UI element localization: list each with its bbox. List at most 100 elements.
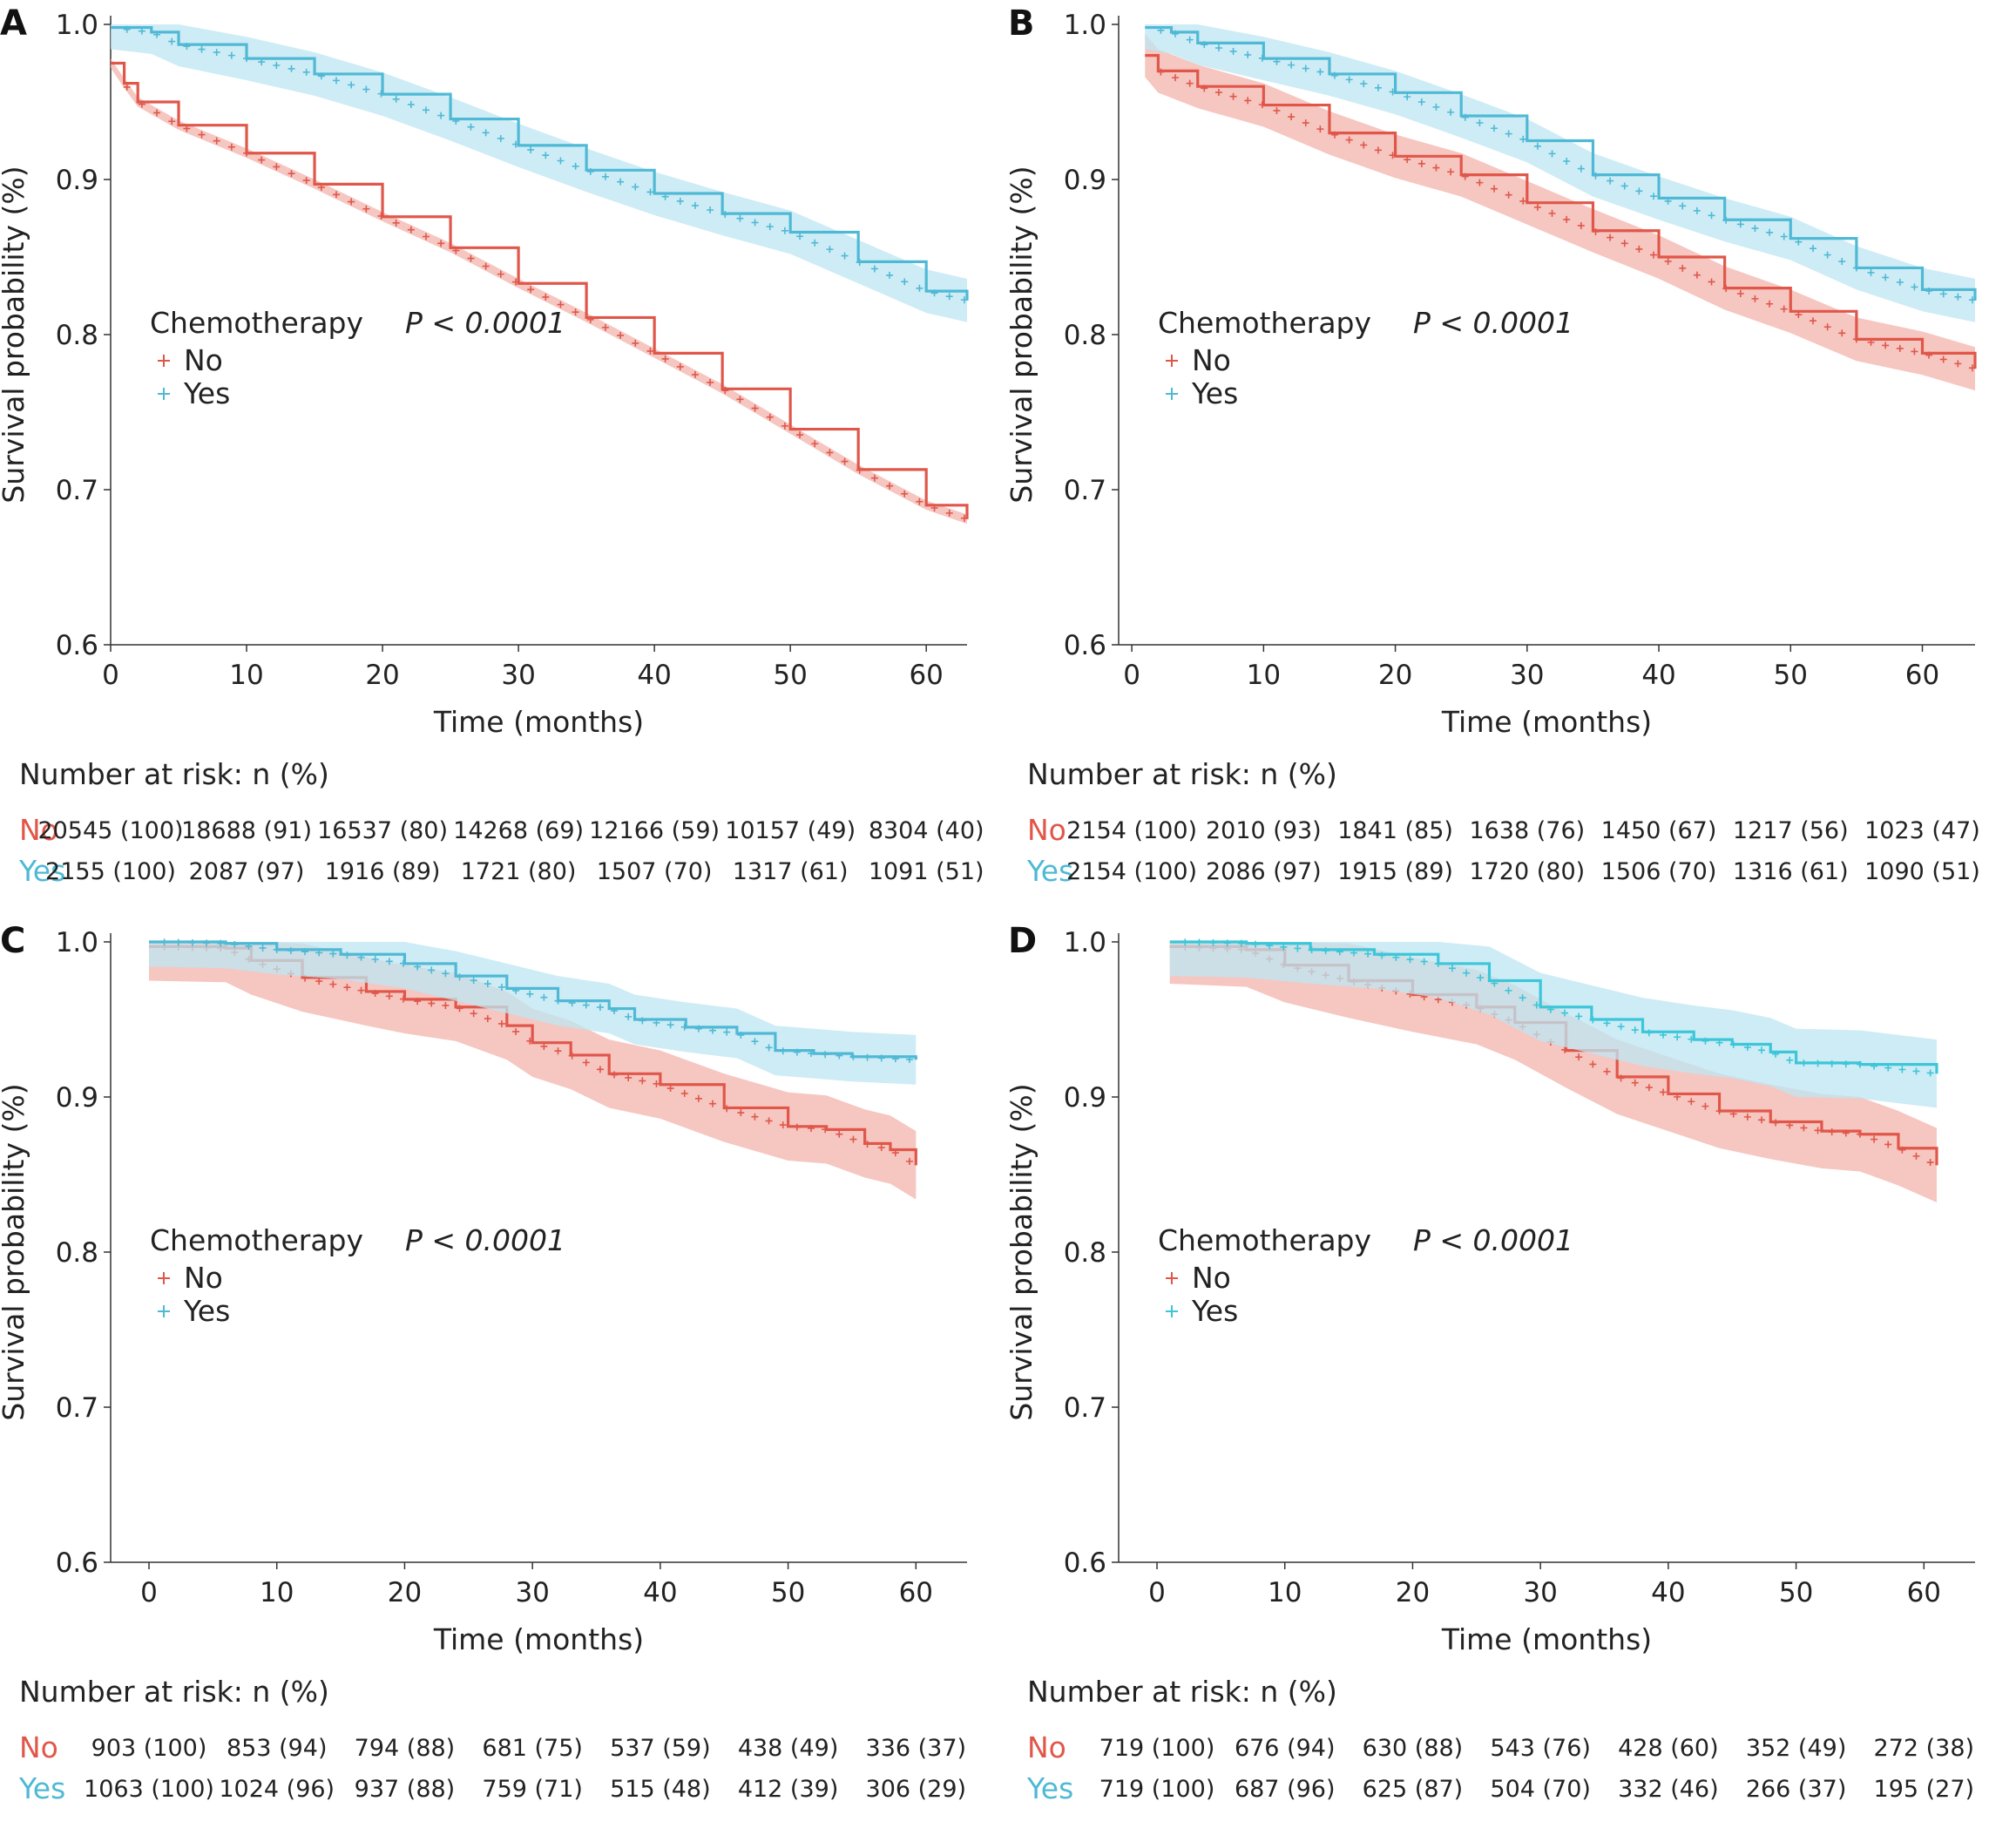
censor-mark (1463, 969, 1471, 977)
censor-mark (811, 440, 819, 448)
censor-mark (632, 183, 639, 191)
censor-mark (1635, 187, 1643, 195)
risk-cell: 1720 (80) (1469, 858, 1585, 885)
censor-mark (1823, 251, 1831, 259)
risk-cell: 20545 (100) (37, 817, 183, 844)
km-chart-svg: B 0.6 0.7 0.8 0.9 1.0 0 10 20 30 40 50 60 Time (month… (1008, 3, 1980, 888)
survival-curve-yes (149, 940, 917, 1060)
censor-mark (639, 1077, 646, 1085)
legend-marker-no (1166, 355, 1178, 367)
legend-title: Chemotherapy (1158, 1223, 1371, 1257)
censor-mark (1617, 1023, 1625, 1031)
censor-mark (333, 77, 341, 85)
risk-cell: 332 (46) (1618, 1776, 1719, 1803)
censor-mark (877, 1054, 885, 1062)
censor-mark (1766, 228, 1774, 236)
censor-mark (1842, 1060, 1850, 1068)
risk-cell: 10157 (49) (725, 817, 856, 844)
x-tick-label: 10 (229, 660, 263, 691)
survival-curve-yes (1145, 25, 1977, 301)
censor-mark (482, 129, 490, 137)
censor-mark (1519, 994, 1526, 1002)
censor-mark (1838, 329, 1846, 337)
censor-mark (781, 422, 788, 430)
censor-mark (1374, 146, 1382, 154)
censor-mark (1736, 290, 1744, 298)
censor-mark (694, 1094, 702, 1102)
censor-mark (442, 1001, 450, 1009)
censor-mark (392, 95, 400, 103)
censor-mark (625, 1012, 633, 1020)
censor-mark (568, 1052, 576, 1060)
censor-mark (1729, 1110, 1737, 1118)
censor-mark (317, 72, 325, 80)
censor-mark (497, 1019, 505, 1027)
risk-cell: 16537 (80) (317, 817, 448, 844)
censor-mark (1575, 1012, 1583, 1020)
censor-mark (617, 331, 625, 339)
censor-mark (1417, 159, 1425, 167)
censor-mark (540, 993, 548, 1001)
censor-mark (301, 948, 309, 956)
censor-mark (1491, 979, 1498, 987)
censor-mark (945, 509, 953, 517)
censor-mark (288, 170, 295, 178)
censor-mark (1288, 61, 1296, 69)
censor-mark (707, 378, 714, 386)
censor-mark (901, 278, 909, 286)
risk-table-title: Number at risk: n (%) (1027, 757, 1337, 791)
censor-mark (422, 233, 430, 240)
risk-table-title: Number at risk: n (%) (19, 757, 329, 791)
censor-mark (526, 1037, 534, 1045)
censor-mark (1316, 68, 1324, 76)
censor-mark (1302, 119, 1309, 127)
censor-mark (781, 227, 788, 234)
risk-group-no: No (1027, 1730, 1066, 1764)
censor-mark (601, 173, 609, 180)
censor-mark (751, 1038, 759, 1046)
censor-mark (960, 514, 968, 522)
x-tick-label: 60 (1907, 1577, 1941, 1608)
censor-mark (273, 945, 281, 953)
y-tick-label: 0.7 (1064, 1392, 1106, 1424)
censor-mark (470, 1010, 477, 1018)
y-tick-label: 0.9 (56, 1082, 98, 1114)
censor-mark (1378, 951, 1386, 959)
censor-mark (422, 106, 430, 114)
censor-mark (930, 504, 938, 512)
censor-mark (497, 270, 504, 278)
x-tick-label: 0 (102, 660, 119, 691)
x-tick-label: 60 (909, 660, 943, 691)
censor-mark (1434, 959, 1442, 967)
censor-mark (1828, 1060, 1836, 1067)
censor-mark (428, 999, 436, 1007)
censor-mark (1898, 1066, 1906, 1073)
x-tick-label: 20 (365, 660, 399, 691)
censor-mark (1223, 939, 1231, 947)
censor-mark (484, 1015, 491, 1023)
censor-mark (511, 140, 519, 148)
censor-mark (1302, 64, 1309, 72)
risk-cell: 1450 (67) (1601, 817, 1717, 844)
censor-mark (1617, 1074, 1625, 1082)
risk-cell: 2010 (93) (1206, 817, 1322, 844)
censor-mark (1331, 71, 1339, 79)
censor-mark (540, 1042, 548, 1050)
censor-marks-yes (160, 938, 913, 1063)
censor-mark (625, 1073, 633, 1081)
x-tick-label: 0 (1148, 1577, 1166, 1608)
censor-mark (765, 1044, 773, 1052)
ci-band-yes (149, 942, 917, 1085)
risk-cell: 336 (37) (866, 1735, 967, 1762)
censor-mark (709, 1100, 717, 1107)
y-axis-title: Survival probability (%) (0, 166, 30, 503)
x-tick-label: 10 (1247, 660, 1281, 691)
censor-mark (407, 101, 415, 109)
legend-marker-yes (158, 388, 170, 400)
censor-mark (822, 1051, 829, 1059)
censor-mark (1911, 348, 1918, 355)
censor-mark (666, 1021, 674, 1029)
censor-mark (870, 265, 878, 273)
censor-mark (676, 362, 684, 370)
censor-mark (1491, 185, 1498, 193)
